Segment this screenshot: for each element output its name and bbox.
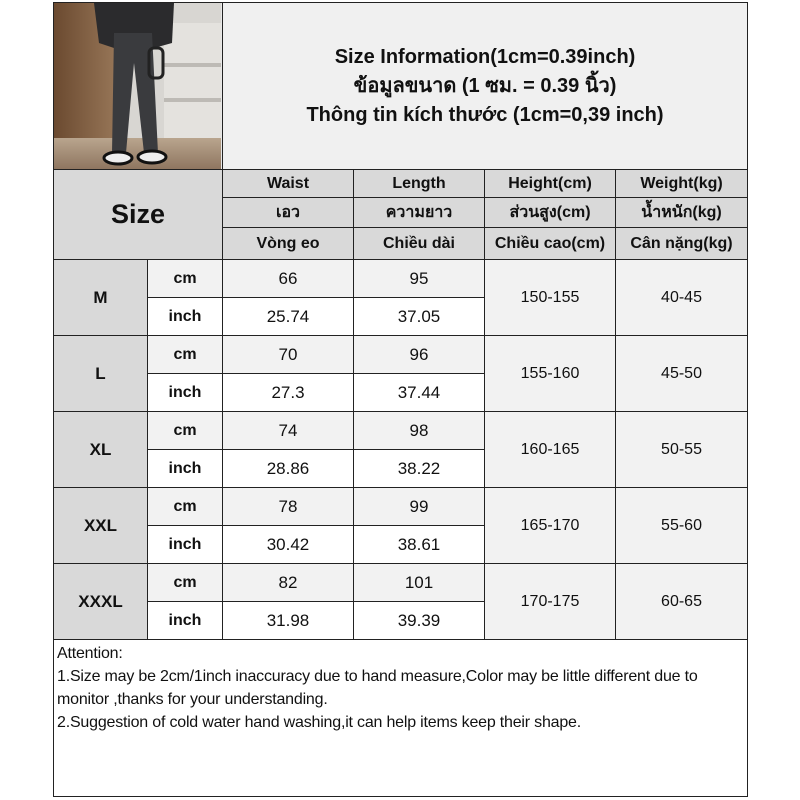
height-range: 150-155 (484, 259, 616, 336)
height-range: 170-175 (484, 563, 616, 640)
size-label: XXL (53, 487, 148, 564)
waist-cm: 78 (222, 487, 354, 526)
waist-cm: 66 (222, 259, 354, 298)
length-inch: 38.22 (353, 449, 485, 488)
length-cm: 95 (353, 259, 485, 298)
header-weight-thai: น้ำหนัก(kg) (614, 197, 749, 228)
size-label: L (53, 335, 148, 412)
length-inch: 37.44 (353, 373, 485, 412)
waist-inch: 30.42 (222, 525, 354, 564)
title-block: Size Information(1cm=0.39inch) ข้อมูลขนา… (221, 2, 749, 170)
product-photo (53, 2, 223, 170)
waist-inch: 31.98 (222, 601, 354, 640)
length-cm: 101 (353, 563, 485, 602)
header-height-thai: ส่วนสูง(cm) (484, 197, 616, 228)
length-inch: 37.05 (353, 297, 485, 336)
size-chart-table: Size Information(1cm=0.39inch) ข้อมูลขนา… (52, 2, 749, 797)
header-length: Length (353, 169, 485, 198)
height-range: 160-165 (484, 411, 616, 488)
unit-label-cm: cm (147, 335, 223, 374)
size-label: M (53, 259, 148, 336)
header-weight: Weight(kg) (614, 169, 749, 198)
note-item: 2.Suggestion of cold water hand washing,… (57, 714, 582, 731)
length-cm: 99 (353, 487, 485, 526)
unit-label-inch: inch (147, 601, 223, 640)
height-range: 155-160 (484, 335, 616, 412)
waist-cm: 82 (222, 563, 354, 602)
table-row-cm: XXXL cm 82 101 170-175 60-65 (53, 563, 749, 640)
unit-label-inch: inch (147, 449, 223, 488)
table-row-cm: XXL cm 78 99 165-170 55-60 (53, 487, 749, 564)
header-waist-thai: เอว (222, 197, 354, 228)
unit-label-cm: cm (147, 563, 223, 602)
header-row-vietnamese: Vòng eo Chiều dài Chiều cao(cm) Cân nặng… (54, 227, 749, 260)
length-cm: 98 (353, 411, 485, 450)
model-wearing-pants-image (54, 3, 221, 169)
unit-label-inch: inch (147, 297, 223, 336)
notes-row: Attention: 1.Size may be 2cm/1inch inaccu… (52, 639, 749, 797)
weight-range: 50-55 (614, 411, 749, 488)
table-row-cm: XL cm 74 98 160-165 50-55 (53, 411, 749, 488)
waist-cm: 74 (222, 411, 354, 450)
notes-heading: Attention: (57, 645, 123, 662)
waist-cm: 70 (222, 335, 354, 374)
title-vietnamese: Thông tin kích thước (1cm=0,39 inch) (306, 103, 664, 126)
attention-notes: Attention: 1.Size may be 2cm/1inch inaccu… (52, 639, 749, 797)
weight-range: 60-65 (614, 563, 749, 640)
note-item: 1.Size may be 2cm/1inch inaccuracy due t… (57, 668, 702, 708)
header-length-thai: ความยาว (353, 197, 485, 228)
waist-inch: 25.74 (222, 297, 354, 336)
header-weight-vi: Cân nặng(kg) (614, 227, 749, 260)
weight-range: 40-45 (614, 259, 749, 336)
header-height: Height(cm) (484, 169, 616, 198)
title-row: Size Information(1cm=0.39inch) ข้อมูลขนา… (53, 2, 749, 170)
header-waist-vi: Vòng eo (222, 227, 354, 260)
title-english: Size Information(1cm=0.39inch) (334, 45, 636, 68)
title-thai: ข้อมูลขนาด (1 ซม. = 0.39 นิ้ว) (353, 74, 617, 97)
unit-label-cm: cm (147, 411, 223, 450)
table-row-inch: inch 30.42 38.61 (54, 525, 748, 564)
header-row-english: Size Waist Length Height(cm) Weight(kg) (53, 169, 749, 260)
length-cm: 96 (353, 335, 485, 374)
table-row-inch: inch 25.74 37.05 (54, 297, 748, 336)
unit-label-cm: cm (147, 259, 223, 298)
unit-label-inch: inch (147, 525, 223, 564)
header-waist: Waist (222, 169, 354, 198)
header-length-vi: Chiều dài (353, 227, 485, 260)
waist-inch: 28.86 (222, 449, 354, 488)
length-inch: 39.39 (353, 601, 485, 640)
size-label: XXXL (53, 563, 148, 640)
waist-inch: 27.3 (222, 373, 354, 412)
header-height-vi: Chiều cao(cm) (484, 227, 616, 260)
table-row-inch: inch 31.98 39.39 (54, 601, 748, 640)
unit-label-cm: cm (147, 487, 223, 526)
length-inch: 38.61 (353, 525, 485, 564)
size-label: XL (53, 411, 148, 488)
height-range: 165-170 (484, 487, 616, 564)
unit-label-inch: inch (147, 373, 223, 412)
weight-range: 55-60 (614, 487, 749, 564)
table-row-inch: inch 28.86 38.22 (54, 449, 748, 488)
size-header: Size (53, 169, 223, 260)
weight-range: 45-50 (614, 335, 749, 412)
